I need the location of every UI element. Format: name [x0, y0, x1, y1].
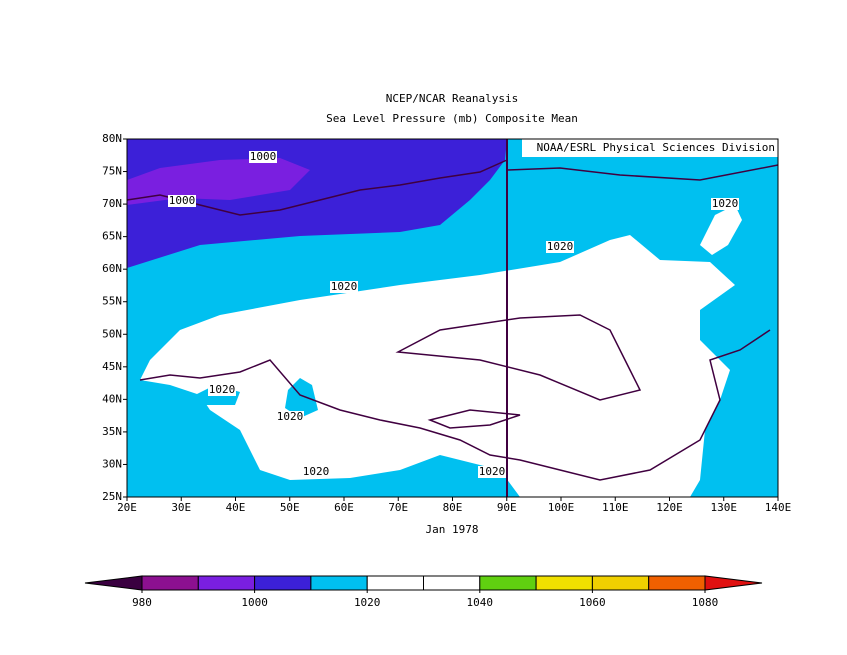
x-tick-label: 60E: [334, 501, 354, 514]
x-tick-label: 20E: [117, 501, 137, 514]
x-tick-label: 50E: [280, 501, 300, 514]
contour-label: 1000: [169, 194, 196, 207]
colorbar-segment: [479, 575, 537, 591]
contour-label: 1020: [331, 280, 358, 293]
high-pressure-region: [140, 235, 735, 497]
x-tick-label: 140E: [765, 501, 792, 514]
colorbar-segment: [310, 575, 368, 591]
x-tick-label: 30E: [171, 501, 191, 514]
colorbar-segment: [366, 575, 425, 591]
colorbar-segment: [141, 575, 199, 591]
y-tick-label: 70N: [102, 197, 122, 210]
colorbar-segment: [254, 575, 312, 591]
contour-label-bg: [168, 195, 196, 207]
y-tick-label: 80N: [102, 132, 122, 145]
x-tick-label: 40E: [226, 501, 246, 514]
contour-label: 1020: [303, 465, 330, 478]
y-tick-label: 60N: [102, 262, 122, 275]
y-tick-label: 45N: [102, 360, 122, 373]
y-tick-label: 55N: [102, 295, 122, 308]
contour-label: 1000: [250, 150, 277, 163]
x-tick-label: 120E: [656, 501, 683, 514]
credit: NOAA/ESRL Physical Sciences Division: [537, 141, 775, 154]
colorbar-label: 1060: [579, 596, 606, 609]
coastline: [139, 329, 771, 481]
subtitle: Sea Level Pressure (mb) Composite Mean: [326, 112, 578, 125]
y-tick-label: 25N: [102, 490, 122, 503]
contour-label-bg: [478, 466, 506, 478]
contour-label-bg: [276, 411, 304, 423]
colorbar-label: 980: [132, 596, 152, 609]
y-tick-label: 50N: [102, 327, 122, 340]
contour-label-bg: [546, 241, 574, 253]
x-tick-label: 100E: [548, 501, 575, 514]
low-pressure-core: [127, 158, 310, 205]
colorbar-segment: [591, 575, 650, 591]
y-tick-label: 30N: [102, 457, 122, 470]
x-tick-label: 70E: [388, 501, 408, 514]
colorbar-label: 1040: [467, 596, 494, 609]
x-tick-label: 80E: [443, 501, 463, 514]
colorbar-segment: [423, 575, 481, 591]
colorbar-segment: [648, 575, 706, 591]
x-tick-label: 130E: [711, 501, 738, 514]
y-tick-label: 75N: [102, 165, 122, 178]
contour-label-bg: [711, 198, 739, 210]
title: NCEP/NCAR Reanalysis: [386, 92, 518, 105]
contour-label: 1020: [277, 410, 304, 423]
contour-label-bg: [302, 466, 330, 478]
x-label: Jan 1978: [426, 523, 479, 536]
credit-box: [522, 139, 778, 157]
plateau-outline: [427, 409, 521, 429]
contour-label: 1020: [547, 240, 574, 253]
contour-label: 1020: [209, 383, 236, 396]
y-tick-label: 35N: [102, 425, 122, 438]
contour-label-bg: [249, 151, 277, 163]
y-tick-label: 65N: [102, 230, 122, 243]
colorbar-segment: [197, 575, 256, 591]
coastline: [506, 164, 779, 181]
contour-label: 1020: [712, 197, 739, 210]
colorbar-segment: [535, 575, 593, 591]
colorbar-label: 1020: [354, 596, 381, 609]
colorbar-high: [704, 575, 763, 591]
contour-label: 1020: [479, 465, 506, 478]
colorbar-label: 1000: [241, 596, 268, 609]
y-tick-label: 40N: [102, 392, 122, 405]
colorbar-low: [84, 575, 143, 591]
high-pressure-blob: [700, 205, 742, 255]
x-tick-label: 110E: [602, 501, 629, 514]
contour-label-bg: [208, 384, 236, 396]
plateau-outline: [395, 314, 642, 401]
colorbar-label: 1080: [692, 596, 719, 609]
contour-label-bg: [330, 281, 358, 293]
x-tick-label: 90E: [497, 501, 517, 514]
